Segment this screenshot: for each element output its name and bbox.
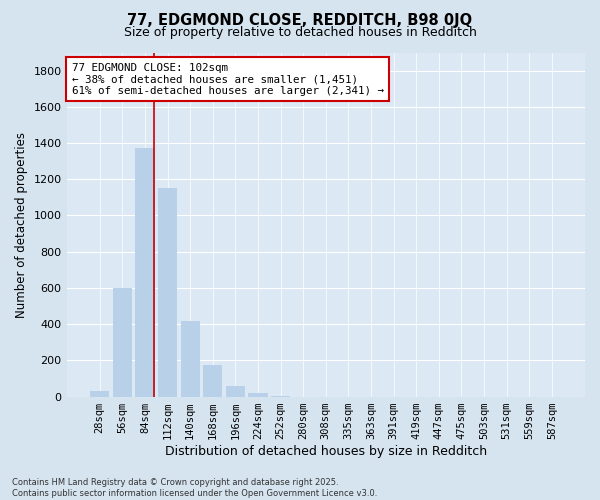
Bar	[113, 288, 132, 397]
Bar	[90, 391, 109, 396]
X-axis label: Distribution of detached houses by size in Redditch: Distribution of detached houses by size …	[165, 444, 487, 458]
Bar	[226, 386, 245, 396]
Bar	[136, 148, 155, 396]
Text: Size of property relative to detached houses in Redditch: Size of property relative to detached ho…	[124, 26, 476, 39]
Text: 77, EDGMOND CLOSE, REDDITCH, B98 0JQ: 77, EDGMOND CLOSE, REDDITCH, B98 0JQ	[127, 12, 473, 28]
Y-axis label: Number of detached properties: Number of detached properties	[15, 132, 28, 318]
Text: 77 EDGMOND CLOSE: 102sqm
← 38% of detached houses are smaller (1,451)
61% of sem: 77 EDGMOND CLOSE: 102sqm ← 38% of detach…	[72, 63, 384, 96]
Text: Contains HM Land Registry data © Crown copyright and database right 2025.
Contai: Contains HM Land Registry data © Crown c…	[12, 478, 377, 498]
Bar	[248, 393, 268, 396]
Bar	[158, 188, 177, 396]
Bar	[181, 320, 200, 396]
Bar	[203, 365, 223, 396]
